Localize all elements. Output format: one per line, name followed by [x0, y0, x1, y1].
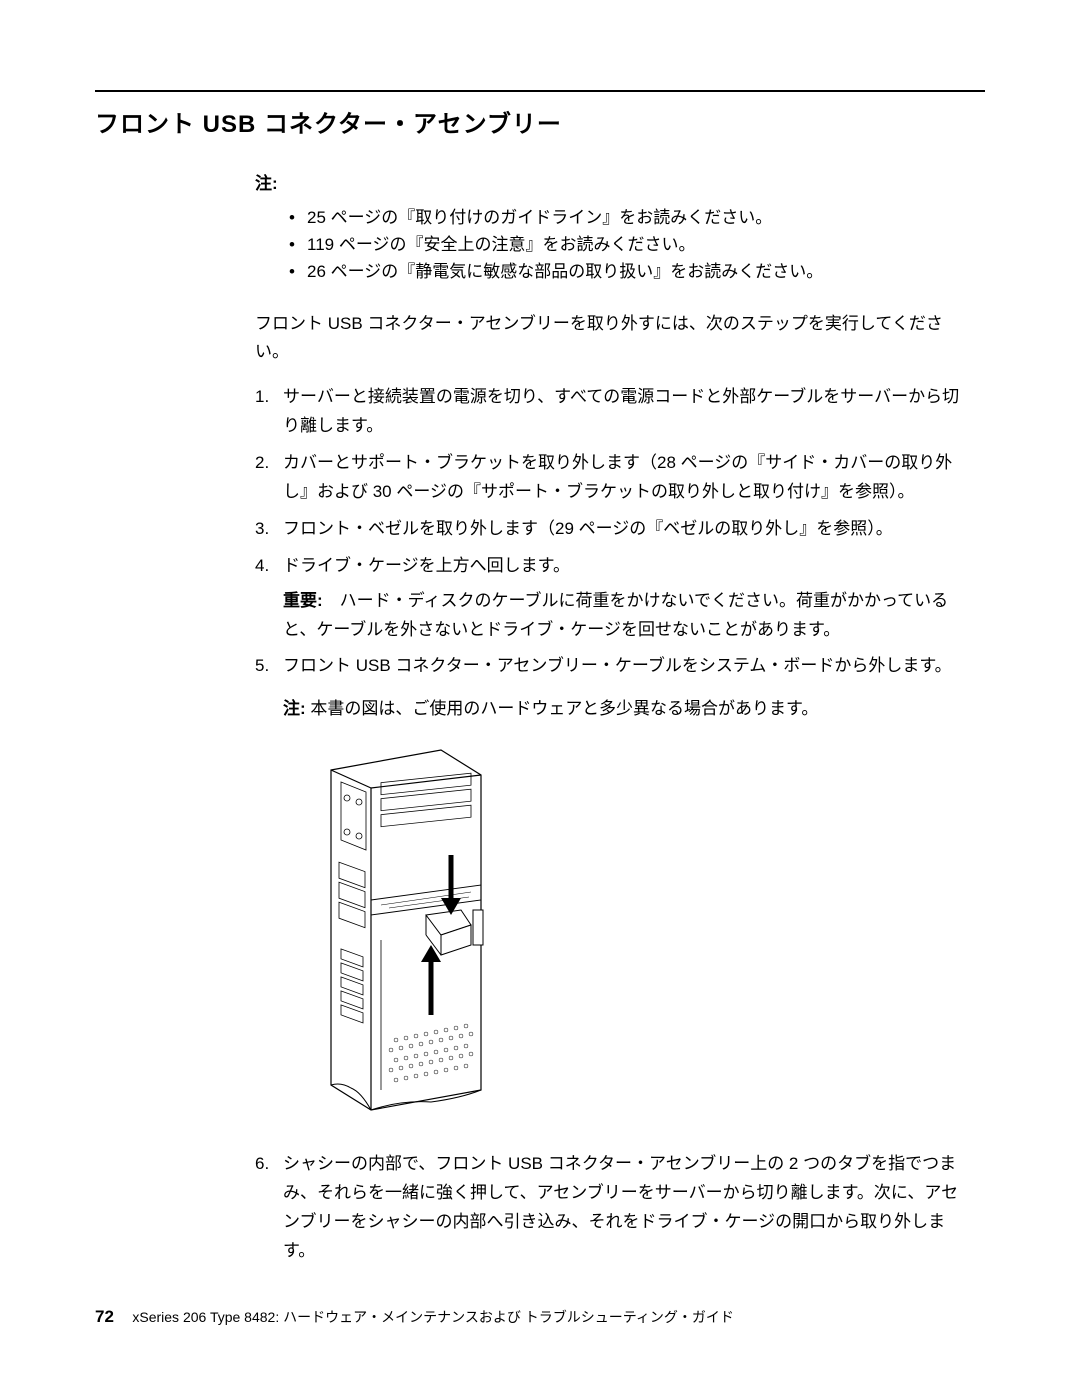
step-item: シャシーの内部で、フロント USB コネクター・アセンブリー上の 2 つのタブを… — [255, 1150, 975, 1266]
section-title: フロント USB コネクター・アセンブリー — [95, 104, 985, 139]
step-item: サーバーと接続装置の電源を切り、すべての電源コードと外部ケーブルをサーバーから切… — [255, 383, 975, 441]
vent-perforations — [389, 1024, 473, 1082]
step-text: シャシーの内部で、フロント USB コネクター・アセンブリー上の 2 つのタブを… — [283, 1154, 958, 1260]
subnote-text: 本書の図は、ご使用のハードウェアと多少異なる場合があります。 — [306, 699, 819, 718]
bullet-list: 25 ページの『取り付けのガイドライン』をお読みください。 119 ページの『安… — [285, 204, 975, 286]
subnote-block: 注: 本書の図は、ご使用のハードウェアと多少異なる場合があります。 — [283, 695, 975, 724]
step-item: カバーとサポート・ブラケットを取り外します（28 ページの『サイド・カバーの取り… — [255, 449, 975, 507]
intro-text: フロント USB コネクター・アセンブリーを取り外すには、次のステップを実行して… — [255, 310, 975, 368]
page-footer: 72 xSeries 206 Type 8482: ハードウェア・メインテナンス… — [95, 1307, 985, 1327]
step-item: ドライブ・ケージを上方へ回します。 重要: ハード・ディスクのケーブルに荷重をか… — [255, 552, 975, 645]
step-text: カバーとサポート・ブラケットを取り外します（28 ページの『サイド・カバーの取り… — [283, 453, 952, 501]
step-item: フロント・ベゼルを取り外します（29 ページの『ベゼルの取り外し』を参照）。 — [255, 515, 975, 544]
important-block: 重要: ハード・ディスクのケーブルに荷重をかけないでください。荷重がかかっている… — [283, 587, 975, 645]
step-text: フロント USB コネクター・アセンブリー・ケーブルをシステム・ボードから外しま… — [283, 656, 952, 675]
page-number: 72 — [95, 1307, 114, 1327]
step-text: フロント・ベゼルを取り外します（29 ページの『ベゼルの取り外し』を参照）。 — [283, 519, 893, 538]
step-item: フロント USB コネクター・アセンブリー・ケーブルをシステム・ボードから外しま… — [255, 652, 975, 1130]
diagram — [311, 740, 975, 1130]
step-text: サーバーと接続装置の電源を切り、すべての電源コードと外部ケーブルをサーバーから切… — [283, 387, 959, 435]
important-text: ハード・ディスクのケーブルに荷重をかけないでください。荷重がかかっていると、ケー… — [283, 591, 948, 639]
bullet-item: 119 ページの『安全上の注意』をお読みください。 — [285, 231, 975, 258]
chassis-illustration — [311, 740, 541, 1120]
numbered-list: サーバーと接続装置の電源を切り、すべての電源コードと外部ケーブルをサーバーから切… — [255, 383, 975, 1265]
note-label: 注: — [255, 169, 975, 194]
bullet-item: 26 ページの『静電気に敏感な部品の取り扱い』をお読みください。 — [285, 258, 975, 285]
footer-text: xSeries 206 Type 8482: ハードウェア・メインテナンスおよび… — [132, 1307, 734, 1327]
important-label: 重要: — [283, 591, 323, 610]
bullet-item: 25 ページの『取り付けのガイドライン』をお読みください。 — [285, 204, 975, 231]
subnote-label: 注: — [283, 699, 306, 718]
content-body: 注: 25 ページの『取り付けのガイドライン』をお読みください。 119 ページ… — [255, 169, 975, 1266]
step-text: ドライブ・ケージを上方へ回します。 — [283, 556, 570, 575]
